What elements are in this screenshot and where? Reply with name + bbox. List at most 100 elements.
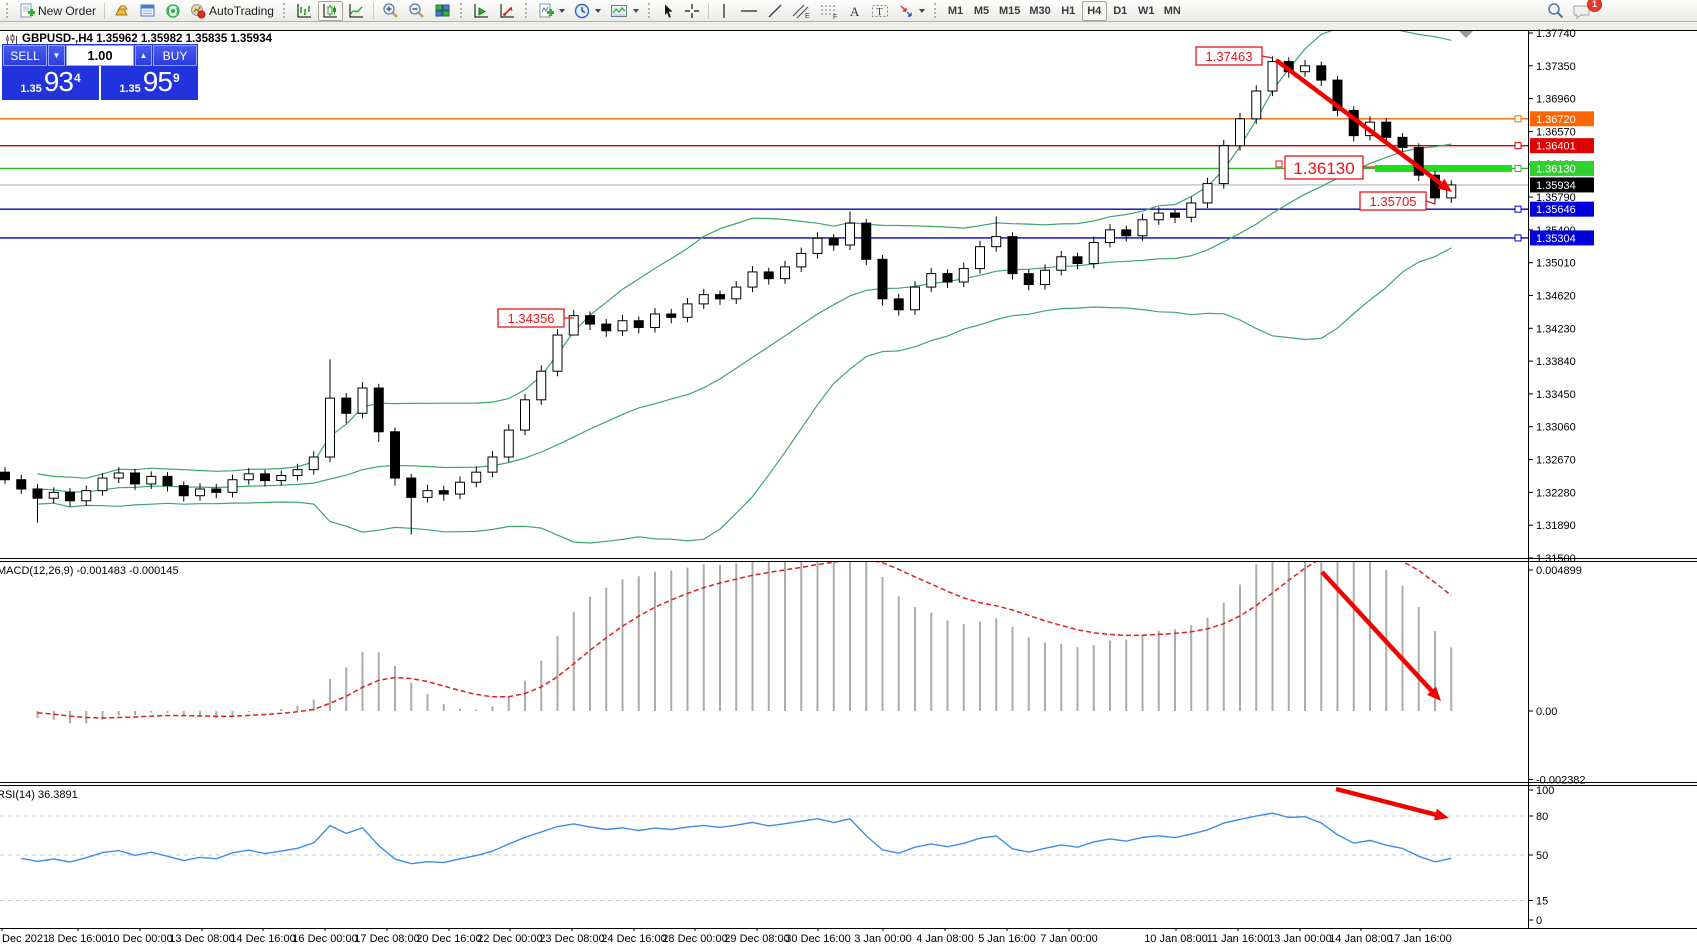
svg-text:13 Dec 08:00: 13 Dec 08:00 xyxy=(169,933,234,945)
notification-badge[interactable]: 1 xyxy=(1587,0,1602,12)
svg-text:5 Jan 16:00: 5 Jan 16:00 xyxy=(978,933,1036,945)
toolbar-grip[interactable] xyxy=(933,3,938,18)
svg-text:1.33450: 1.33450 xyxy=(1536,389,1576,401)
svg-text:1.35304: 1.35304 xyxy=(1536,233,1576,245)
tile-windows-button[interactable] xyxy=(430,1,455,21)
trendline-icon xyxy=(768,3,782,18)
search-icon xyxy=(1548,3,1564,19)
svg-text:1.34356: 1.34356 xyxy=(508,311,555,326)
timeframe-d1[interactable]: D1 xyxy=(1108,1,1133,21)
svg-text:1.36570: 1.36570 xyxy=(1536,126,1576,138)
toolbar-grip[interactable] xyxy=(647,3,652,18)
vertical-line-tool-button[interactable] xyxy=(713,1,735,21)
svg-text:1.37350: 1.37350 xyxy=(1536,61,1576,73)
svg-text:A: A xyxy=(850,4,860,19)
svg-text:28 Dec 00:00: 28 Dec 00:00 xyxy=(662,933,727,945)
svg-text:1.37740: 1.37740 xyxy=(1536,28,1576,40)
tile-windows-icon xyxy=(435,4,450,16)
toolbar-grip[interactable] xyxy=(524,3,529,18)
svg-text:1.35010: 1.35010 xyxy=(1536,258,1576,270)
bollinger-bands xyxy=(37,31,1452,544)
timeframe-h4[interactable]: H4 xyxy=(1081,0,1107,21)
template-icon xyxy=(610,4,627,17)
signal-icon xyxy=(166,3,180,18)
macd-pane xyxy=(36,562,1453,724)
svg-text:4 Jan 08:00: 4 Jan 08:00 xyxy=(916,933,974,945)
svg-text:15: 15 xyxy=(1536,896,1548,908)
trendline-tool-button[interactable] xyxy=(763,1,787,21)
svg-text:24 Dec 16:00: 24 Dec 16:00 xyxy=(601,933,666,945)
label-tool-button[interactable]: T xyxy=(867,1,893,21)
bar-chart-button[interactable] xyxy=(292,1,317,21)
horizontal-line-tool-button[interactable] xyxy=(736,1,762,21)
svg-text:80: 80 xyxy=(1536,811,1548,823)
fibonacci-tool-button[interactable]: F xyxy=(816,1,843,21)
svg-text:F: F xyxy=(833,14,837,19)
volume-increase-button[interactable]: ▲ xyxy=(135,45,152,66)
timeframe-m1[interactable]: M1 xyxy=(943,1,968,21)
buy-price-main: 95 xyxy=(142,66,173,97)
svg-text:-0.002382: -0.002382 xyxy=(1536,775,1586,787)
channel-tool-button[interactable]: E xyxy=(788,1,815,21)
timeframe-w1[interactable]: W1 xyxy=(1134,1,1159,21)
buy-price[interactable]: 1.35 95 9 xyxy=(99,66,198,100)
periods-button[interactable] xyxy=(570,1,605,21)
sell-price-pip: 4 xyxy=(73,71,81,85)
macd-label: MACD(12,26,9) -0.001483 -0.000145 xyxy=(0,565,179,577)
line-chart-button[interactable] xyxy=(344,1,369,21)
zoom-out-button[interactable] xyxy=(404,1,429,21)
toolbar-grip[interactable] xyxy=(282,3,287,18)
volume-input[interactable] xyxy=(66,45,134,66)
zoom-in-button[interactable] xyxy=(378,1,403,21)
svg-text:8 Dec 16:00: 8 Dec 16:00 xyxy=(48,933,107,945)
svg-text:100: 100 xyxy=(1536,785,1554,797)
timeframe-m30[interactable]: M30 xyxy=(1025,1,1054,21)
crosshair-tool-button[interactable] xyxy=(680,1,704,21)
toolbar-grip[interactable] xyxy=(459,3,464,18)
timeframe-mn[interactable]: MN xyxy=(1160,1,1185,21)
templates-button[interactable] xyxy=(606,1,643,21)
candlestick-chart-button[interactable] xyxy=(317,0,343,21)
svg-text:0.004899: 0.004899 xyxy=(1536,565,1582,577)
cursor-tool-button[interactable] xyxy=(657,1,679,21)
sell-price-prefix: 1.35 xyxy=(20,83,42,95)
buy-price-pip: 9 xyxy=(172,71,180,85)
chart-shift-button[interactable] xyxy=(495,1,520,21)
text-tool-button[interactable]: A xyxy=(844,1,866,21)
svg-text:14 Dec 16:00: 14 Dec 16:00 xyxy=(230,933,295,945)
line-chart-icon xyxy=(349,3,363,17)
search-button[interactable] xyxy=(1543,1,1568,21)
auto-scroll-button[interactable] xyxy=(469,1,494,21)
svg-text:16 Dec 00:00: 16 Dec 00:00 xyxy=(292,933,357,945)
volume-decrease-button[interactable]: ▼ xyxy=(48,45,65,66)
sell-button[interactable]: SELL xyxy=(3,45,47,66)
toolbar-grip[interactable] xyxy=(6,3,10,18)
timeframe-label: H4 xyxy=(1087,4,1102,17)
svg-text:1.32670: 1.32670 xyxy=(1536,455,1576,467)
svg-text:E: E xyxy=(805,13,810,19)
svg-text:1.31890: 1.31890 xyxy=(1536,520,1576,532)
arrows-tool-button[interactable] xyxy=(894,1,929,21)
sell-price[interactable]: 1.35 93 4 xyxy=(2,66,99,100)
data-window-button[interactable] xyxy=(135,1,160,21)
svg-text:1.37463: 1.37463 xyxy=(1206,49,1253,64)
timeframe-label: W1 xyxy=(1138,4,1155,17)
timeframe-label: MN xyxy=(1163,4,1181,17)
timeframe-m5[interactable]: M5 xyxy=(969,1,994,21)
timeframe-m15[interactable]: M15 xyxy=(995,1,1024,21)
indicators-button[interactable] xyxy=(534,1,569,21)
autotrading-button[interactable]: AutoTrading xyxy=(186,1,278,21)
symbol-header: GBPUSD-,H4 1.35962 1.35982 1.35835 1.359… xyxy=(5,33,272,45)
price-badges: 1.36720 1.36401 1.36130 1.35646 1.35304 1.359… xyxy=(1530,111,1594,246)
signals-button[interactable] xyxy=(161,1,185,21)
timeframe-h1[interactable]: H1 xyxy=(1056,1,1081,21)
buy-button[interactable]: BUY xyxy=(153,45,197,66)
market-watch-button[interactable] xyxy=(109,1,134,21)
new-order-button[interactable]: New Order xyxy=(15,1,100,21)
buy-price-prefix: 1.35 xyxy=(119,83,141,95)
chart-shift-icon xyxy=(500,3,514,17)
vertical-line-icon xyxy=(723,3,725,18)
svg-text:1.34620: 1.34620 xyxy=(1536,290,1576,302)
